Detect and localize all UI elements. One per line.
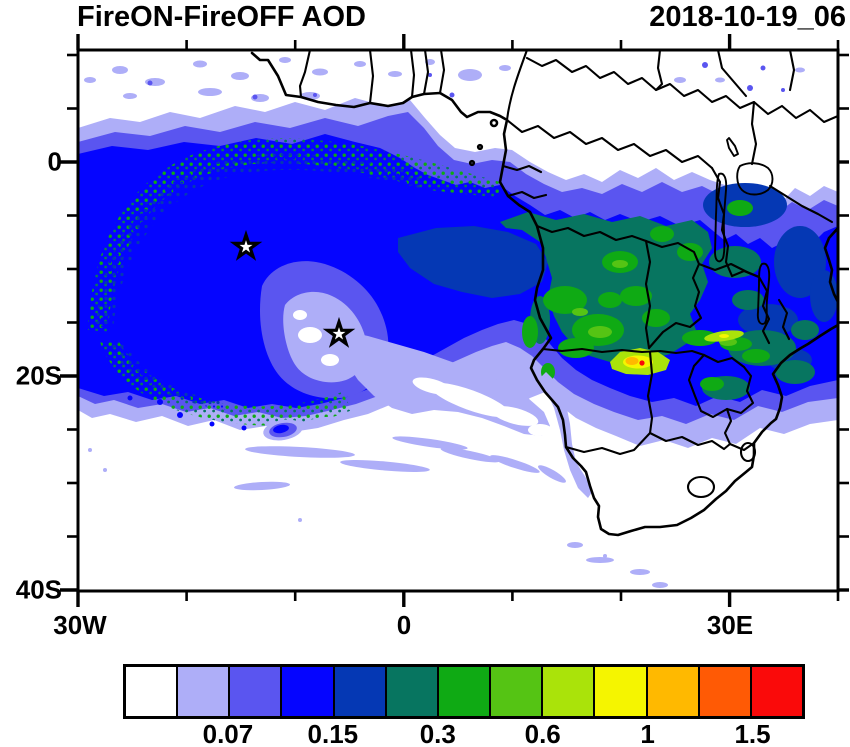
- colorbar-cell-9: [593, 667, 646, 716]
- plot-timestamp: 2018-10-19_06: [649, 1, 846, 33]
- colorbar-cell-4: [332, 667, 385, 716]
- plot-title: FireON-FireOFF AOD: [77, 1, 366, 33]
- axis-ticks: [60, 34, 849, 607]
- star-marker-2: [322, 316, 356, 348]
- plot-frame: [76, 48, 840, 593]
- colorbar-cell-6: [436, 667, 490, 716]
- colorbar-cell-8: [541, 667, 594, 716]
- colorbar-label-0.3: 0.3: [419, 719, 456, 747]
- colorbar-cell-10: [645, 667, 698, 716]
- colorbar-labels: 0.07 0.15 0.3 0.6 1 1.5: [123, 719, 805, 747]
- country-borders: [298, 50, 838, 499]
- colorbar-cell-5: [384, 667, 437, 716]
- peak-aod-hotspot: [610, 330, 744, 375]
- colorbar-cell-0: [126, 667, 177, 716]
- x-tick-label-0: 0: [396, 610, 412, 640]
- colorbar-label-0.6: 0.6: [524, 719, 561, 747]
- colorbar-label-1: 1: [640, 719, 655, 747]
- colorbar-cell-2: [228, 667, 281, 716]
- colorbar-cell-1: [176, 667, 229, 716]
- colorbar-label-1.5: 1.5: [734, 719, 771, 747]
- y-tick-label-20s: 20S: [15, 360, 62, 391]
- africa-coastline: [250, 51, 838, 537]
- aod-field: [78, 50, 838, 591]
- lesotho-border: [686, 475, 716, 499]
- colorbar-cell-7: [489, 667, 542, 716]
- y-tick-label-40s: 40S: [15, 574, 62, 605]
- eswatini-border: [739, 441, 757, 463]
- colorbar-label-0.07: 0.07: [202, 719, 254, 747]
- gulf-islands: [468, 118, 499, 167]
- x-tick-label-30w: 30W: [53, 610, 107, 640]
- star-marker-1: [229, 229, 263, 261]
- colorbar-cell-11: [697, 667, 750, 716]
- x-tick-label-30e: 30E: [706, 610, 754, 640]
- great-lakes: [714, 137, 774, 325]
- y-tick-label-0: 0: [47, 146, 62, 177]
- colorbar-label-0.15: 0.15: [307, 719, 359, 747]
- aod-map: [60, 34, 849, 607]
- colorbar-cell-12: [749, 667, 803, 716]
- colorbar-cell-3: [280, 667, 333, 716]
- colorbar: [123, 664, 805, 719]
